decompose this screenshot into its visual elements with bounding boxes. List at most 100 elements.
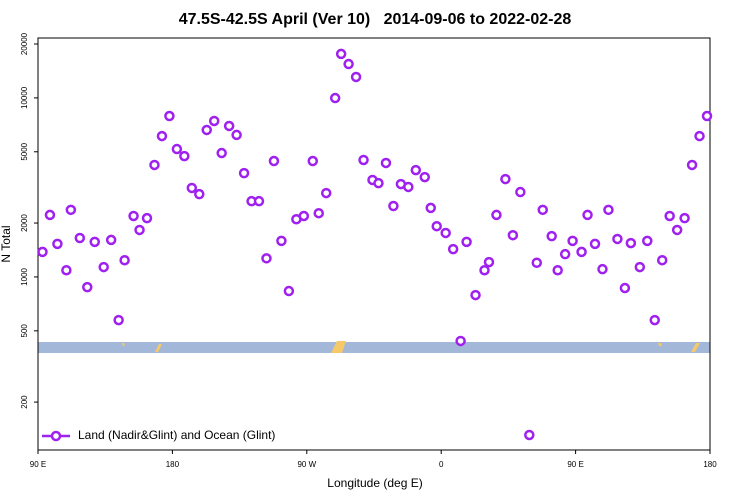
- data-point: [447, 243, 459, 255]
- data-point: [455, 335, 466, 347]
- data-point: [440, 227, 451, 239]
- data-point: [313, 207, 324, 219]
- y-tick-label: 20000: [20, 32, 29, 55]
- y-tick-label: 10000: [20, 86, 29, 109]
- data-point: [261, 253, 272, 264]
- data-point: [194, 188, 205, 200]
- data-point: [559, 248, 571, 260]
- legend-label: Land (Nadir&Glint) and Ocean (Glint): [78, 428, 275, 442]
- data-point: [507, 229, 519, 241]
- data-point: [671, 224, 683, 236]
- data-point: [52, 238, 63, 250]
- data-point: [164, 110, 175, 122]
- data-point: [44, 209, 56, 221]
- x-tick-label: 90 E: [567, 460, 583, 469]
- data-point: [149, 159, 160, 171]
- data-point: [307, 155, 319, 167]
- data-point: [171, 143, 183, 155]
- data-point: [552, 264, 563, 276]
- data-point: [461, 236, 472, 248]
- x-axis-label: Longitude (deg E): [327, 476, 422, 490]
- data-point: [664, 210, 675, 222]
- data-point: [335, 48, 347, 60]
- y-tick-label: 1000: [20, 267, 29, 285]
- data-point: [65, 204, 77, 216]
- y-tick-label: 2000: [20, 214, 29, 232]
- data-point: [649, 314, 660, 326]
- coverage-band: [38, 342, 710, 353]
- data-point: [576, 246, 587, 258]
- data-point: [597, 263, 608, 275]
- data-point: [201, 124, 212, 136]
- data-point: [567, 235, 578, 247]
- data-point: [156, 130, 168, 142]
- x-tick-label: 90 W: [297, 460, 316, 469]
- data-point: [298, 210, 310, 222]
- data-point: [283, 285, 295, 297]
- y-tick-label: 500: [20, 324, 29, 338]
- data-point: [238, 167, 250, 179]
- data-point: [231, 129, 242, 141]
- data-point: [491, 209, 502, 221]
- data-point: [701, 110, 713, 122]
- legend-marker: [50, 430, 62, 442]
- data-point: [619, 282, 631, 294]
- y-tick-label: 5000: [20, 142, 29, 160]
- data-point: [419, 171, 431, 183]
- data-point: [642, 235, 653, 247]
- data-point: [479, 264, 490, 276]
- data-point: [373, 177, 384, 189]
- data-point: [61, 264, 72, 276]
- data-point: [350, 71, 362, 83]
- data-point: [470, 289, 481, 301]
- data-point: [656, 254, 668, 266]
- data-point: [537, 204, 548, 216]
- data-point: [531, 257, 543, 269]
- data-point: [343, 58, 354, 70]
- data-point: [329, 92, 341, 104]
- data-point: [89, 236, 100, 248]
- data-point: [74, 232, 86, 244]
- data-point: [431, 220, 442, 232]
- data-point: [679, 212, 690, 224]
- glint-marks: [122, 341, 700, 353]
- data-point: [425, 202, 436, 214]
- data-point: [253, 195, 265, 207]
- data-point: [358, 154, 369, 166]
- data-point: [98, 261, 109, 273]
- data-point: [403, 181, 414, 193]
- data-point: [320, 187, 332, 199]
- y-tick-label: 200: [20, 395, 29, 409]
- data-point: [186, 182, 198, 194]
- plot-frame: [37, 37, 711, 451]
- y-axis-label: N Total: [0, 225, 13, 262]
- data-point: [82, 281, 93, 293]
- data-point: [105, 234, 117, 246]
- data-point: [113, 314, 124, 326]
- data-point: [612, 233, 623, 245]
- data-point: [223, 120, 235, 132]
- data-point: [268, 155, 280, 167]
- data-point: [589, 238, 601, 250]
- data-point: [410, 164, 422, 176]
- data-point: [134, 224, 145, 236]
- data-point: [546, 230, 557, 242]
- data-point: [208, 115, 220, 127]
- data-point: [603, 204, 614, 216]
- data-point: [625, 237, 637, 249]
- data-point: [694, 130, 705, 142]
- data-point: [179, 150, 190, 162]
- x-tick-label: 180: [703, 460, 717, 469]
- x-tick-label: 180: [166, 460, 180, 469]
- data-point: [128, 210, 139, 222]
- data-point: [119, 254, 130, 266]
- x-tick-label: 90 E: [30, 460, 46, 469]
- data-point: [276, 235, 287, 247]
- data-point: [500, 173, 511, 185]
- chart-title: 47.5S-42.5S April (Ver 10) 2014-09-06 to…: [179, 11, 572, 28]
- data-point: [483, 256, 495, 268]
- data-point: [686, 159, 698, 171]
- data-point: [380, 157, 392, 169]
- data-point: [141, 212, 153, 224]
